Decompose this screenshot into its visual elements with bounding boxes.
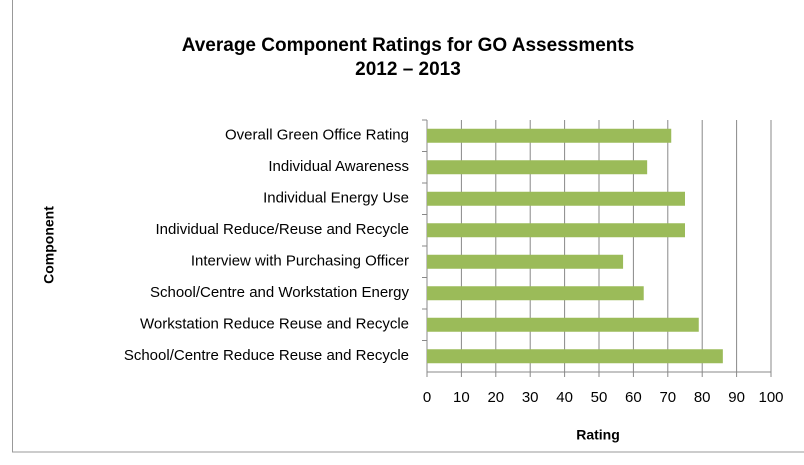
y-tick-label: School/Centre and Workstation Energy (150, 284, 410, 301)
y-tick-label: Individual Reduce/Reuse and Recycle (156, 221, 409, 238)
chart-title: 2012 – 2013 (355, 59, 461, 80)
y-axis-label: Component (41, 206, 57, 284)
bar (427, 128, 672, 143)
x-tick-label: 60 (625, 389, 642, 406)
y-tick-label: Individual Awareness (268, 158, 409, 175)
chart-border (12, 0, 804, 453)
y-tick-label: Workstation Reduce Reuse and Recycle (140, 316, 409, 333)
x-tick-label: 90 (728, 389, 745, 406)
x-tick-label: 30 (522, 389, 539, 406)
y-tick-label: Individual Energy Use (263, 190, 409, 207)
x-tick-label: 20 (487, 389, 504, 406)
bar (427, 191, 685, 206)
y-tick-label: School/Centre Reduce Reuse and Recycle (124, 347, 409, 364)
bar (427, 160, 648, 175)
bar (427, 254, 624, 269)
bar (427, 286, 644, 301)
bar (427, 317, 699, 332)
x-tick-label: 70 (659, 389, 676, 406)
chart-title: Average Component Ratings for GO Assessm… (182, 35, 635, 56)
y-tick-label: Overall Green Office Rating (225, 127, 409, 144)
y-tick-label: Interview with Purchasing Officer (191, 253, 409, 270)
bar (427, 349, 723, 364)
x-tick-label: 0 (423, 389, 431, 406)
x-tick-label: 50 (591, 389, 608, 406)
x-tick-label: 10 (453, 389, 470, 406)
x-tick-label: 100 (758, 389, 783, 406)
x-tick-label: 40 (556, 389, 573, 406)
x-axis-label: Rating (576, 427, 620, 443)
bar (427, 223, 685, 238)
x-tick-label: 80 (694, 389, 711, 406)
